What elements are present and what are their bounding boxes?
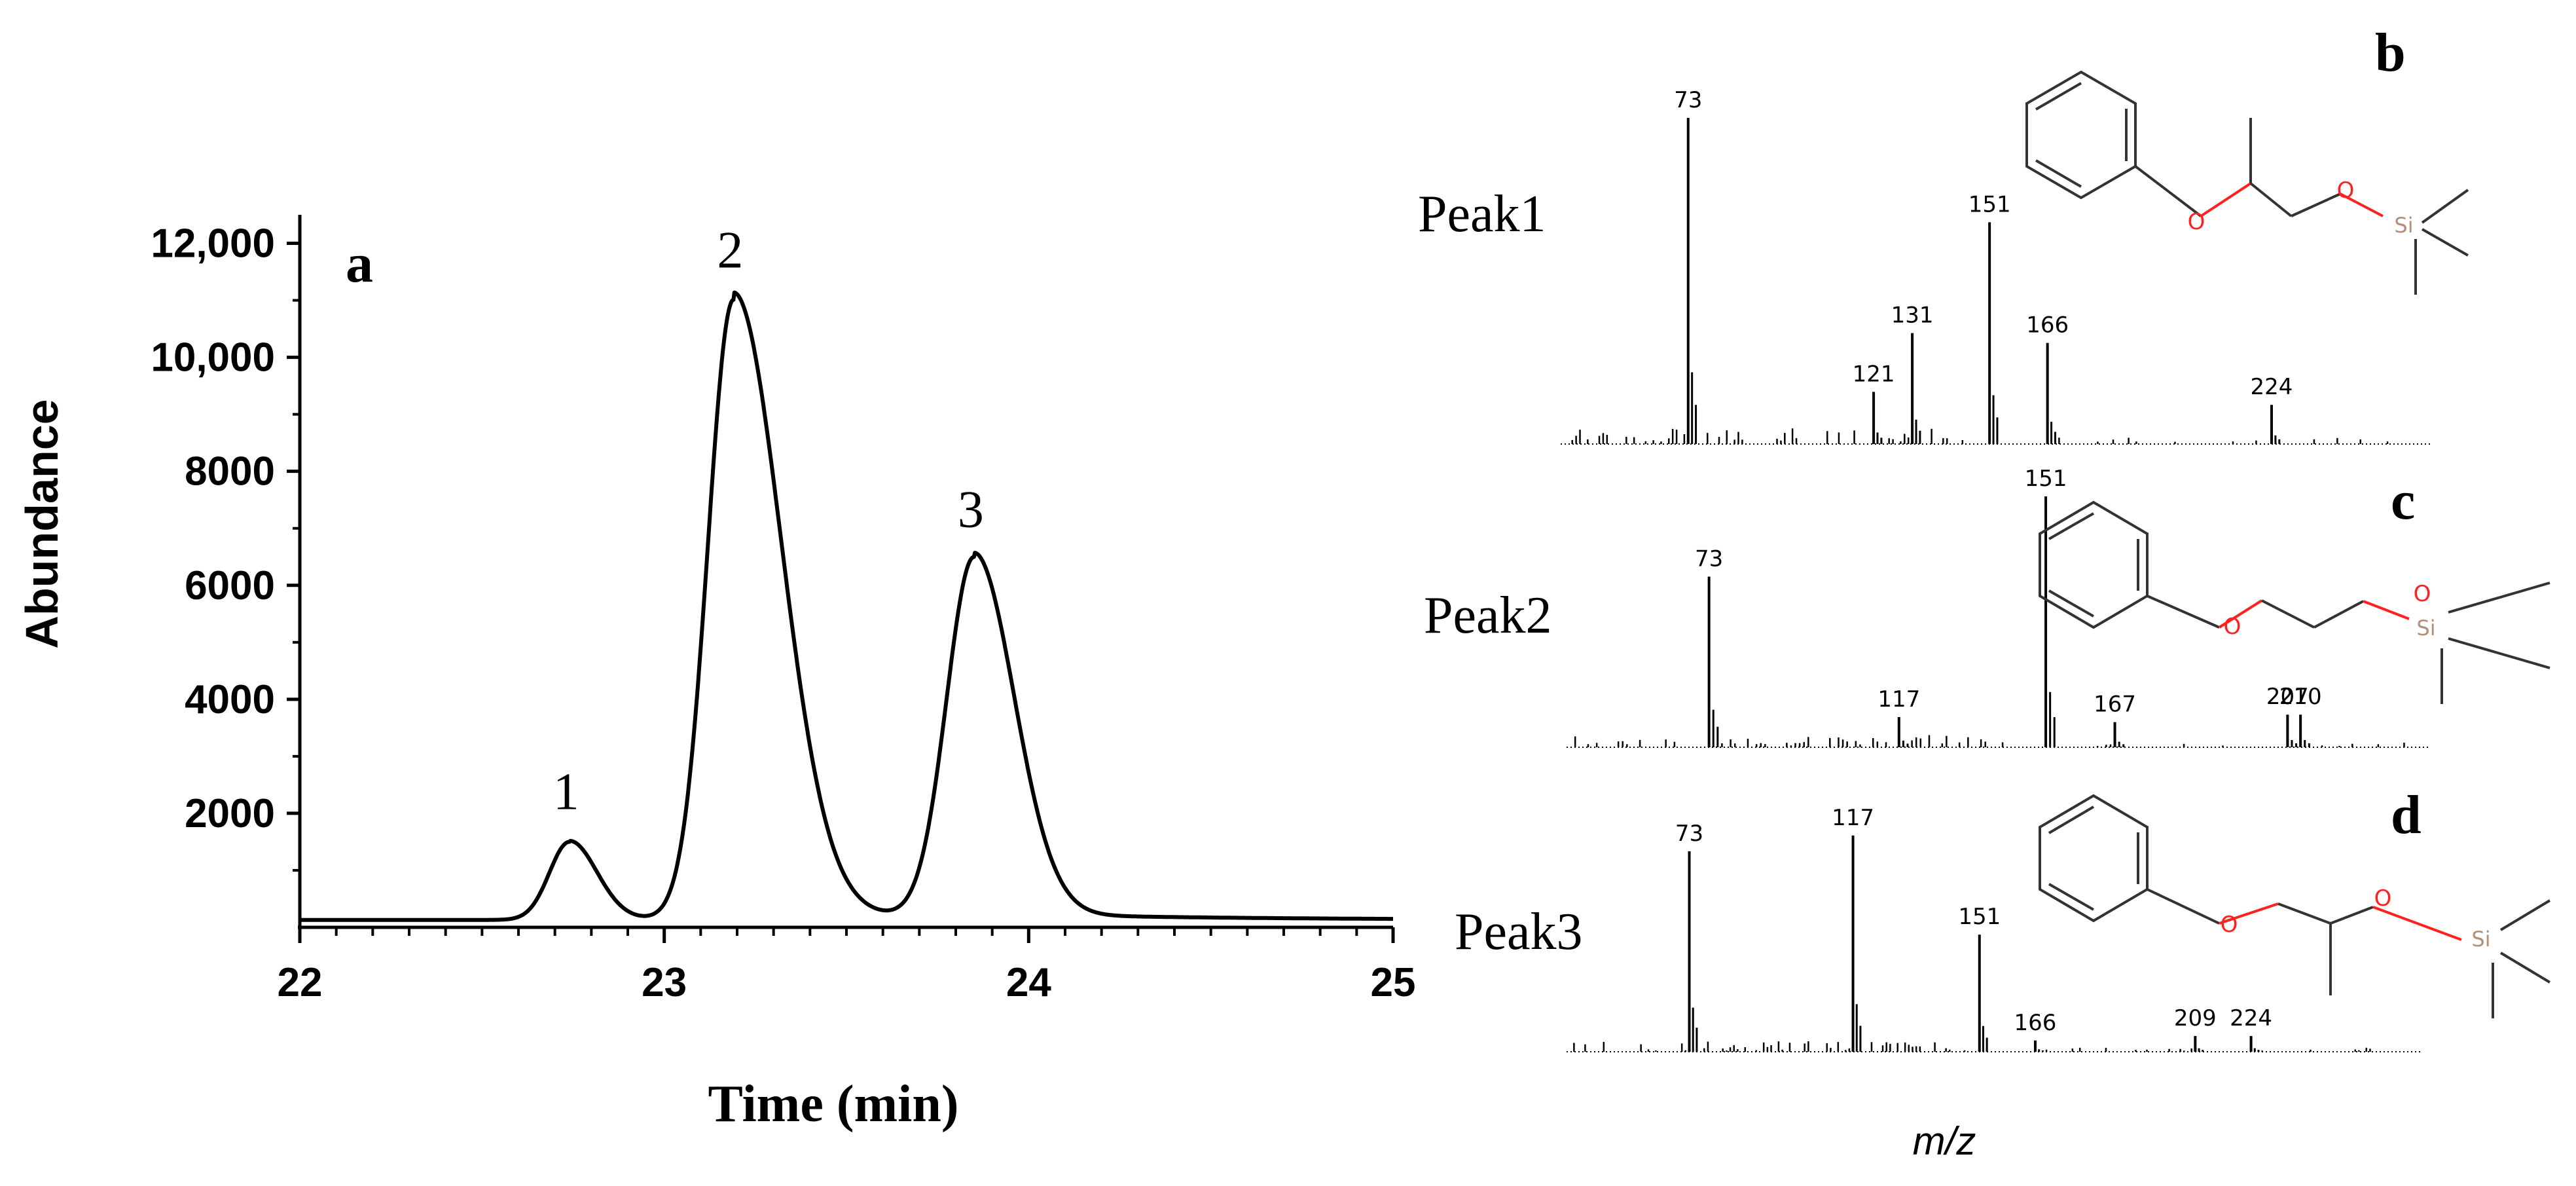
atom-oxygen-c1: O: [2224, 614, 2241, 640]
fragment-mz-label: 167: [2094, 692, 2136, 718]
peak-number-labels: 1 2 3: [553, 222, 984, 821]
spectrum-panel-b: b Peak1 73 121 131 151 166 224: [1418, 22, 2430, 445]
fragment-mz-label: 73: [1675, 821, 1703, 847]
atom-oxygen-d2: O: [2374, 885, 2392, 912]
peak-number-label: 3: [958, 481, 984, 539]
fragment-mz-label: 209: [2174, 1005, 2217, 1031]
y-tick-label: 6000: [185, 563, 275, 608]
fragment-mz-label: 117: [1878, 686, 1920, 713]
chromatogram-panel: a Abundance Time (min) 2000 4000 6000 8000 1…: [16, 215, 1415, 1133]
panel-label-c: c: [2391, 470, 2415, 531]
y-axis-title: Abundance: [16, 399, 67, 648]
x-ticks: 22 23 24 25: [278, 927, 1416, 1005]
fragment-mz-label: 73: [1674, 87, 1702, 113]
structure-b: [2025, 70, 2469, 295]
atom-oxygen-c2: O: [2414, 581, 2431, 607]
spectrum-bars: 73 117 151 166 209 224: [1567, 805, 2422, 1052]
fragment-mz-label: 121: [1853, 361, 1895, 387]
x-tick-label: 23: [642, 960, 687, 1005]
fragment-mz-label: 224: [2230, 1005, 2272, 1031]
x-axis-title: Time (min): [708, 1075, 959, 1133]
spectrum-panel-d: d Peak3 73 117 151 166 209 224: [1455, 785, 2422, 1052]
fragment-mz-label: 210: [2279, 684, 2322, 710]
structure-c: [2039, 500, 2550, 704]
atom-oxygen-b2: O: [2337, 177, 2355, 204]
fragment-mz-label: 207: [2266, 684, 2309, 710]
fragment-mz-label: 117: [1832, 805, 1874, 831]
spectrum-name: Peak2: [1424, 587, 1552, 644]
fragment-mz-label: 166: [2026, 312, 2069, 339]
spectrum-bars: 73 121 131 151 166 224: [1561, 87, 2430, 445]
chromatogram-trace: [299, 290, 1394, 922]
peak-number-label: 2: [717, 222, 743, 280]
mz-axis-title: m/z: [1913, 1119, 1976, 1163]
atom-oxygen-b1: O: [2188, 209, 2205, 235]
benzene-ring: [2039, 794, 2149, 923]
y-tick-label: 2000: [185, 791, 275, 836]
atom-silicon-d: Si: [2471, 927, 2490, 952]
fragment-mz-label: 73: [1695, 546, 1723, 572]
y-ticks: 2000 4000 6000 8000 10,000 12,000: [151, 221, 300, 872]
structure-d: [2039, 794, 2551, 1018]
y-tick-label: 4000: [185, 677, 275, 722]
x-tick-label: 22: [278, 960, 323, 1005]
fragment-mz-label: 224: [2251, 374, 2293, 400]
x-tick-label: 24: [1006, 960, 1051, 1005]
benzene-ring: [2025, 70, 2137, 200]
peak-number-label: 1: [553, 763, 579, 821]
atom-oxygen-d1: O: [2221, 912, 2238, 938]
x-tick-label: 25: [1371, 960, 1416, 1005]
benzene-ring: [2039, 500, 2149, 629]
atom-silicon-c: Si: [2416, 616, 2435, 640]
panel-label-b: b: [2375, 22, 2406, 83]
panel-label-a: a: [346, 233, 373, 294]
fragment-mz-label: 151: [2025, 466, 2067, 492]
y-tick-label: 8000: [185, 449, 275, 494]
fragment-mz-label: 151: [1968, 191, 2011, 217]
panel-label-d: d: [2391, 785, 2422, 845]
atom-silicon-b: Si: [2394, 213, 2413, 238]
fragment-mz-label: 166: [2014, 1010, 2057, 1036]
fragment-mz-label: 131: [1891, 303, 1934, 329]
fragment-mz-label: 151: [1958, 904, 2001, 930]
y-tick-label: 12,000: [151, 221, 275, 267]
spectrum-name: Peak3: [1455, 903, 1583, 961]
y-tick-label: 10,000: [151, 335, 275, 380]
spectrum-name: Peak1: [1418, 185, 1546, 243]
